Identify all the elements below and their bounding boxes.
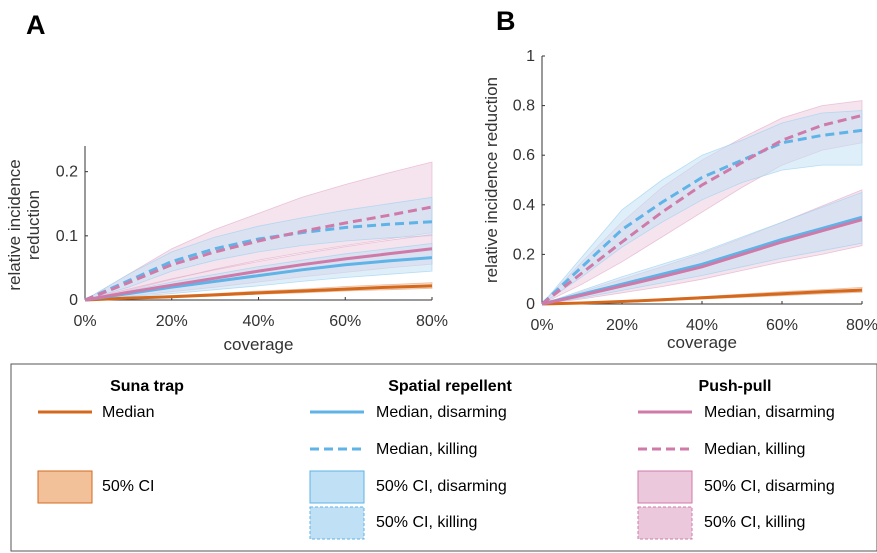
y-tick-label: 0 <box>526 296 535 313</box>
legend-swatch-sr-2 <box>309 470 365 504</box>
median-line-sr_kill <box>84 220 433 302</box>
legend-swatch-pp-3 <box>637 506 693 540</box>
legend-swatch-suna-1 <box>37 470 93 504</box>
y-tick-label: 0.1 <box>56 228 78 245</box>
legend-label-sr-0: Median, disarming <box>376 404 507 421</box>
legend-title-suna: Suna trap <box>110 378 184 395</box>
y-tick-label: 1 <box>526 48 535 65</box>
legend-swatch-sr-3 <box>309 506 365 540</box>
legend-label-suna-1: 50% CI <box>102 478 154 495</box>
y-axis-title-line: relative incidence <box>5 159 24 290</box>
x-tick-label: 80% <box>846 317 877 334</box>
median-line-sr_kill <box>540 128 863 306</box>
median-line-suna_median <box>84 284 433 302</box>
panel-a-label: A <box>26 10 46 40</box>
y-tick-label: 0.2 <box>513 246 535 263</box>
x-axis-title: coverage <box>667 333 737 352</box>
median-line-suna_median <box>541 288 863 306</box>
legend: Suna trap Median 50% CI Spatial repellent Me… <box>10 363 877 552</box>
legend-title-pp: Push-pull <box>699 378 772 395</box>
median-line-pp_disarm <box>541 218 863 306</box>
panel-b: B 0% 20% 40% 60% 80% 0 0.2 0.4 0.6 0.8 1 coverage re… <box>482 6 877 352</box>
x-tick-label: 60% <box>329 313 361 330</box>
median-line-pp_kill <box>84 205 433 302</box>
x-tick-label: 20% <box>606 317 638 334</box>
y-tick-label: 0.8 <box>513 98 535 115</box>
legend-label-pp-3: 50% CI, killing <box>704 514 805 531</box>
x-tick-label: 80% <box>416 313 448 330</box>
x-tick-label: 0% <box>530 317 553 334</box>
panel-b-label: B <box>496 6 516 36</box>
x-tick-label: 60% <box>766 317 798 334</box>
y-axis-title-line: relative incidence reduction <box>482 77 501 283</box>
legend-label-pp-0: Median, disarming <box>704 404 835 421</box>
legend-label-pp-2: 50% CI, disarming <box>704 478 835 495</box>
y-tick-label: 0.4 <box>513 197 535 214</box>
y-axis-title: relative incidencereduction <box>5 159 43 290</box>
legend-frame <box>10 363 877 552</box>
y-tick-label: 0 <box>69 292 78 309</box>
y-tick-label: 0.6 <box>513 147 535 164</box>
legend-label-suna-0: Median <box>102 404 154 421</box>
ci-band-sr_kill <box>541 110 863 305</box>
y-axis-title-line: reduction <box>24 190 43 260</box>
legend-label-sr-3: 50% CI, killing <box>376 514 477 531</box>
x-axis-title: coverage <box>224 335 294 354</box>
legend-swatch-pp-2 <box>637 470 693 504</box>
x-tick-label: 40% <box>242 313 274 330</box>
panel-a: A 0% 20% 40% 60% 80% 0 0.1 0.2 coverage relative … <box>5 10 448 354</box>
y-tick-label: 0.2 <box>56 164 78 181</box>
median-line-sr_disarm <box>84 256 433 302</box>
median-line-pp_disarm <box>84 247 433 302</box>
x-tick-label: 20% <box>156 313 188 330</box>
x-tick-label: 40% <box>686 317 718 334</box>
median-line-pp_kill <box>541 114 863 306</box>
legend-label-sr-1: Median, killing <box>376 441 477 458</box>
legend-label-sr-2: 50% CI, disarming <box>376 478 507 495</box>
x-tick-label: 0% <box>73 313 96 330</box>
legend-label-pp-1: Median, killing <box>704 441 805 458</box>
legend-title-sr: Spatial repellent <box>388 378 512 395</box>
y-axis-title: relative incidence reduction <box>482 77 501 283</box>
